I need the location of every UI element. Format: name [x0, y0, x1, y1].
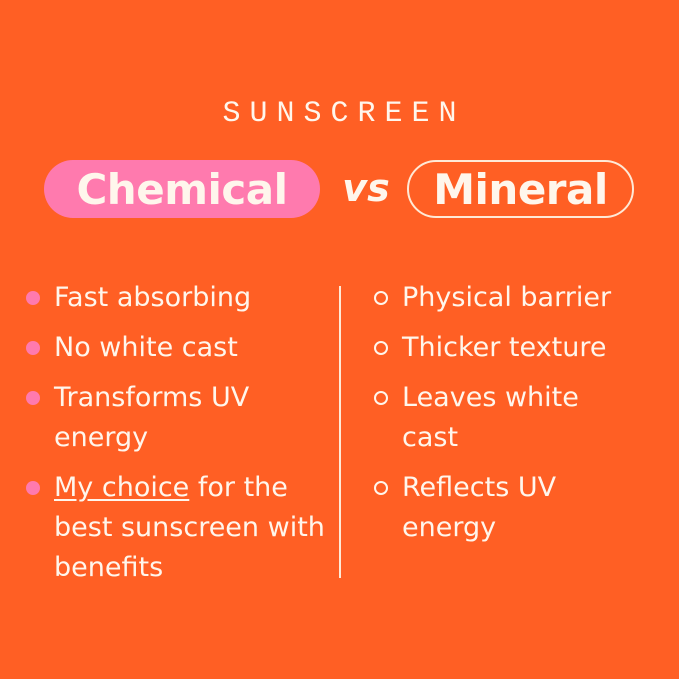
hollow-bullet-icon [374, 391, 388, 405]
list-item: Reflects UV energy [372, 468, 612, 548]
list-item: No white cast [24, 328, 334, 368]
list-item: Thicker texture [372, 328, 672, 368]
list-item: Physical barrier [372, 278, 672, 318]
hollow-bullet-icon [374, 481, 388, 495]
list-item: Fast absorbing [24, 278, 334, 318]
filled-bullet-icon [26, 391, 40, 405]
vs-label: vs [342, 166, 390, 210]
item-text: Transforms UV energy [54, 382, 250, 453]
item-text: Leaves white cast [402, 382, 579, 453]
item-text: Fast absorbing [54, 282, 252, 313]
mineral-pill: Mineral [407, 160, 634, 218]
hollow-bullet-icon [374, 341, 388, 355]
filled-bullet-icon [26, 481, 40, 495]
filled-bullet-icon [26, 341, 40, 355]
item-text: for the best sunscreen with benefits [54, 472, 325, 583]
item-text: No white cast [54, 332, 238, 363]
divider [339, 286, 341, 578]
hollow-bullet-icon [374, 291, 388, 305]
list-item: My choice for the best sunscreen with be… [24, 468, 334, 588]
item-text: Thicker texture [402, 332, 607, 363]
chemical-list: Fast absorbing No white cast Transforms … [24, 278, 334, 598]
my-choice-link: My choice [54, 472, 190, 503]
chemical-pill: Chemical [44, 160, 320, 218]
item-text: Physical barrier [402, 282, 612, 313]
filled-bullet-icon [26, 291, 40, 305]
list-item: Transforms UV energy [24, 378, 254, 458]
list-item: Leaves white cast [372, 378, 612, 458]
mineral-list: Physical barrier Thicker texture Leaves … [372, 278, 672, 558]
item-text: Reflects UV energy [402, 472, 557, 543]
heading-sunscreen: SUNSCREEN [222, 97, 466, 131]
